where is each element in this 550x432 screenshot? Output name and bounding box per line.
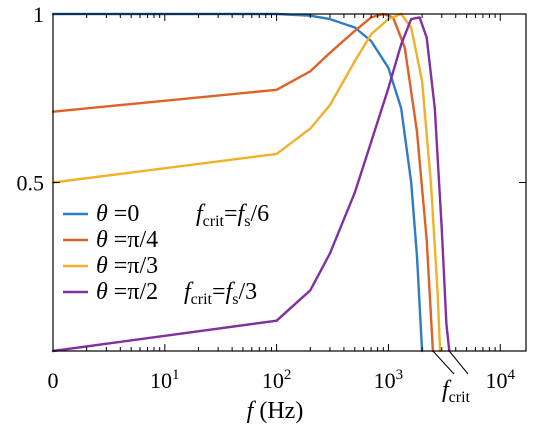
fcrit-label: fcrit [442, 377, 471, 406]
x-axis-label-var: f [247, 398, 257, 424]
legend-label-3: θ =π/2 [96, 279, 158, 305]
fcrit-leader-left [432, 350, 455, 375]
legend-label-1: θ =π/4 [96, 227, 158, 253]
legend-annotation-3: fcrit=fs/3 [184, 279, 257, 308]
y-tick-label-0: 0.5 [17, 171, 45, 196]
series-line-3 [51, 16, 451, 353]
y-tick-label-1: 1 [33, 2, 44, 27]
x-tick-label-0: 0 [48, 368, 59, 393]
annotation-layer: fcrit [432, 350, 471, 406]
x-tick-label-2: 102 [262, 367, 292, 393]
x-tick-label-3: 103 [374, 367, 404, 393]
ticks-layer: 0 101 102 103 104 0.5 1 [17, 2, 526, 393]
x-axis-label-unit: (Hz) [259, 398, 303, 424]
legend-annotation-0: fcrit=fs/6 [196, 201, 269, 230]
x-axis-label: f (Hz) [247, 398, 304, 424]
x-tick-label-1: 101 [150, 367, 180, 393]
legend-label-0: θ =0 [96, 201, 139, 227]
legend-label-2: θ =π/3 [96, 253, 158, 279]
series-line-0 [51, 12, 424, 353]
legend: θ =0 fcrit=fs/6 θ =π/4θ =π/3θ =π/2 fcrit=fs… [63, 201, 269, 308]
x-tick-label-4: 104 [485, 367, 515, 393]
fcrit-leader-right [448, 350, 469, 375]
